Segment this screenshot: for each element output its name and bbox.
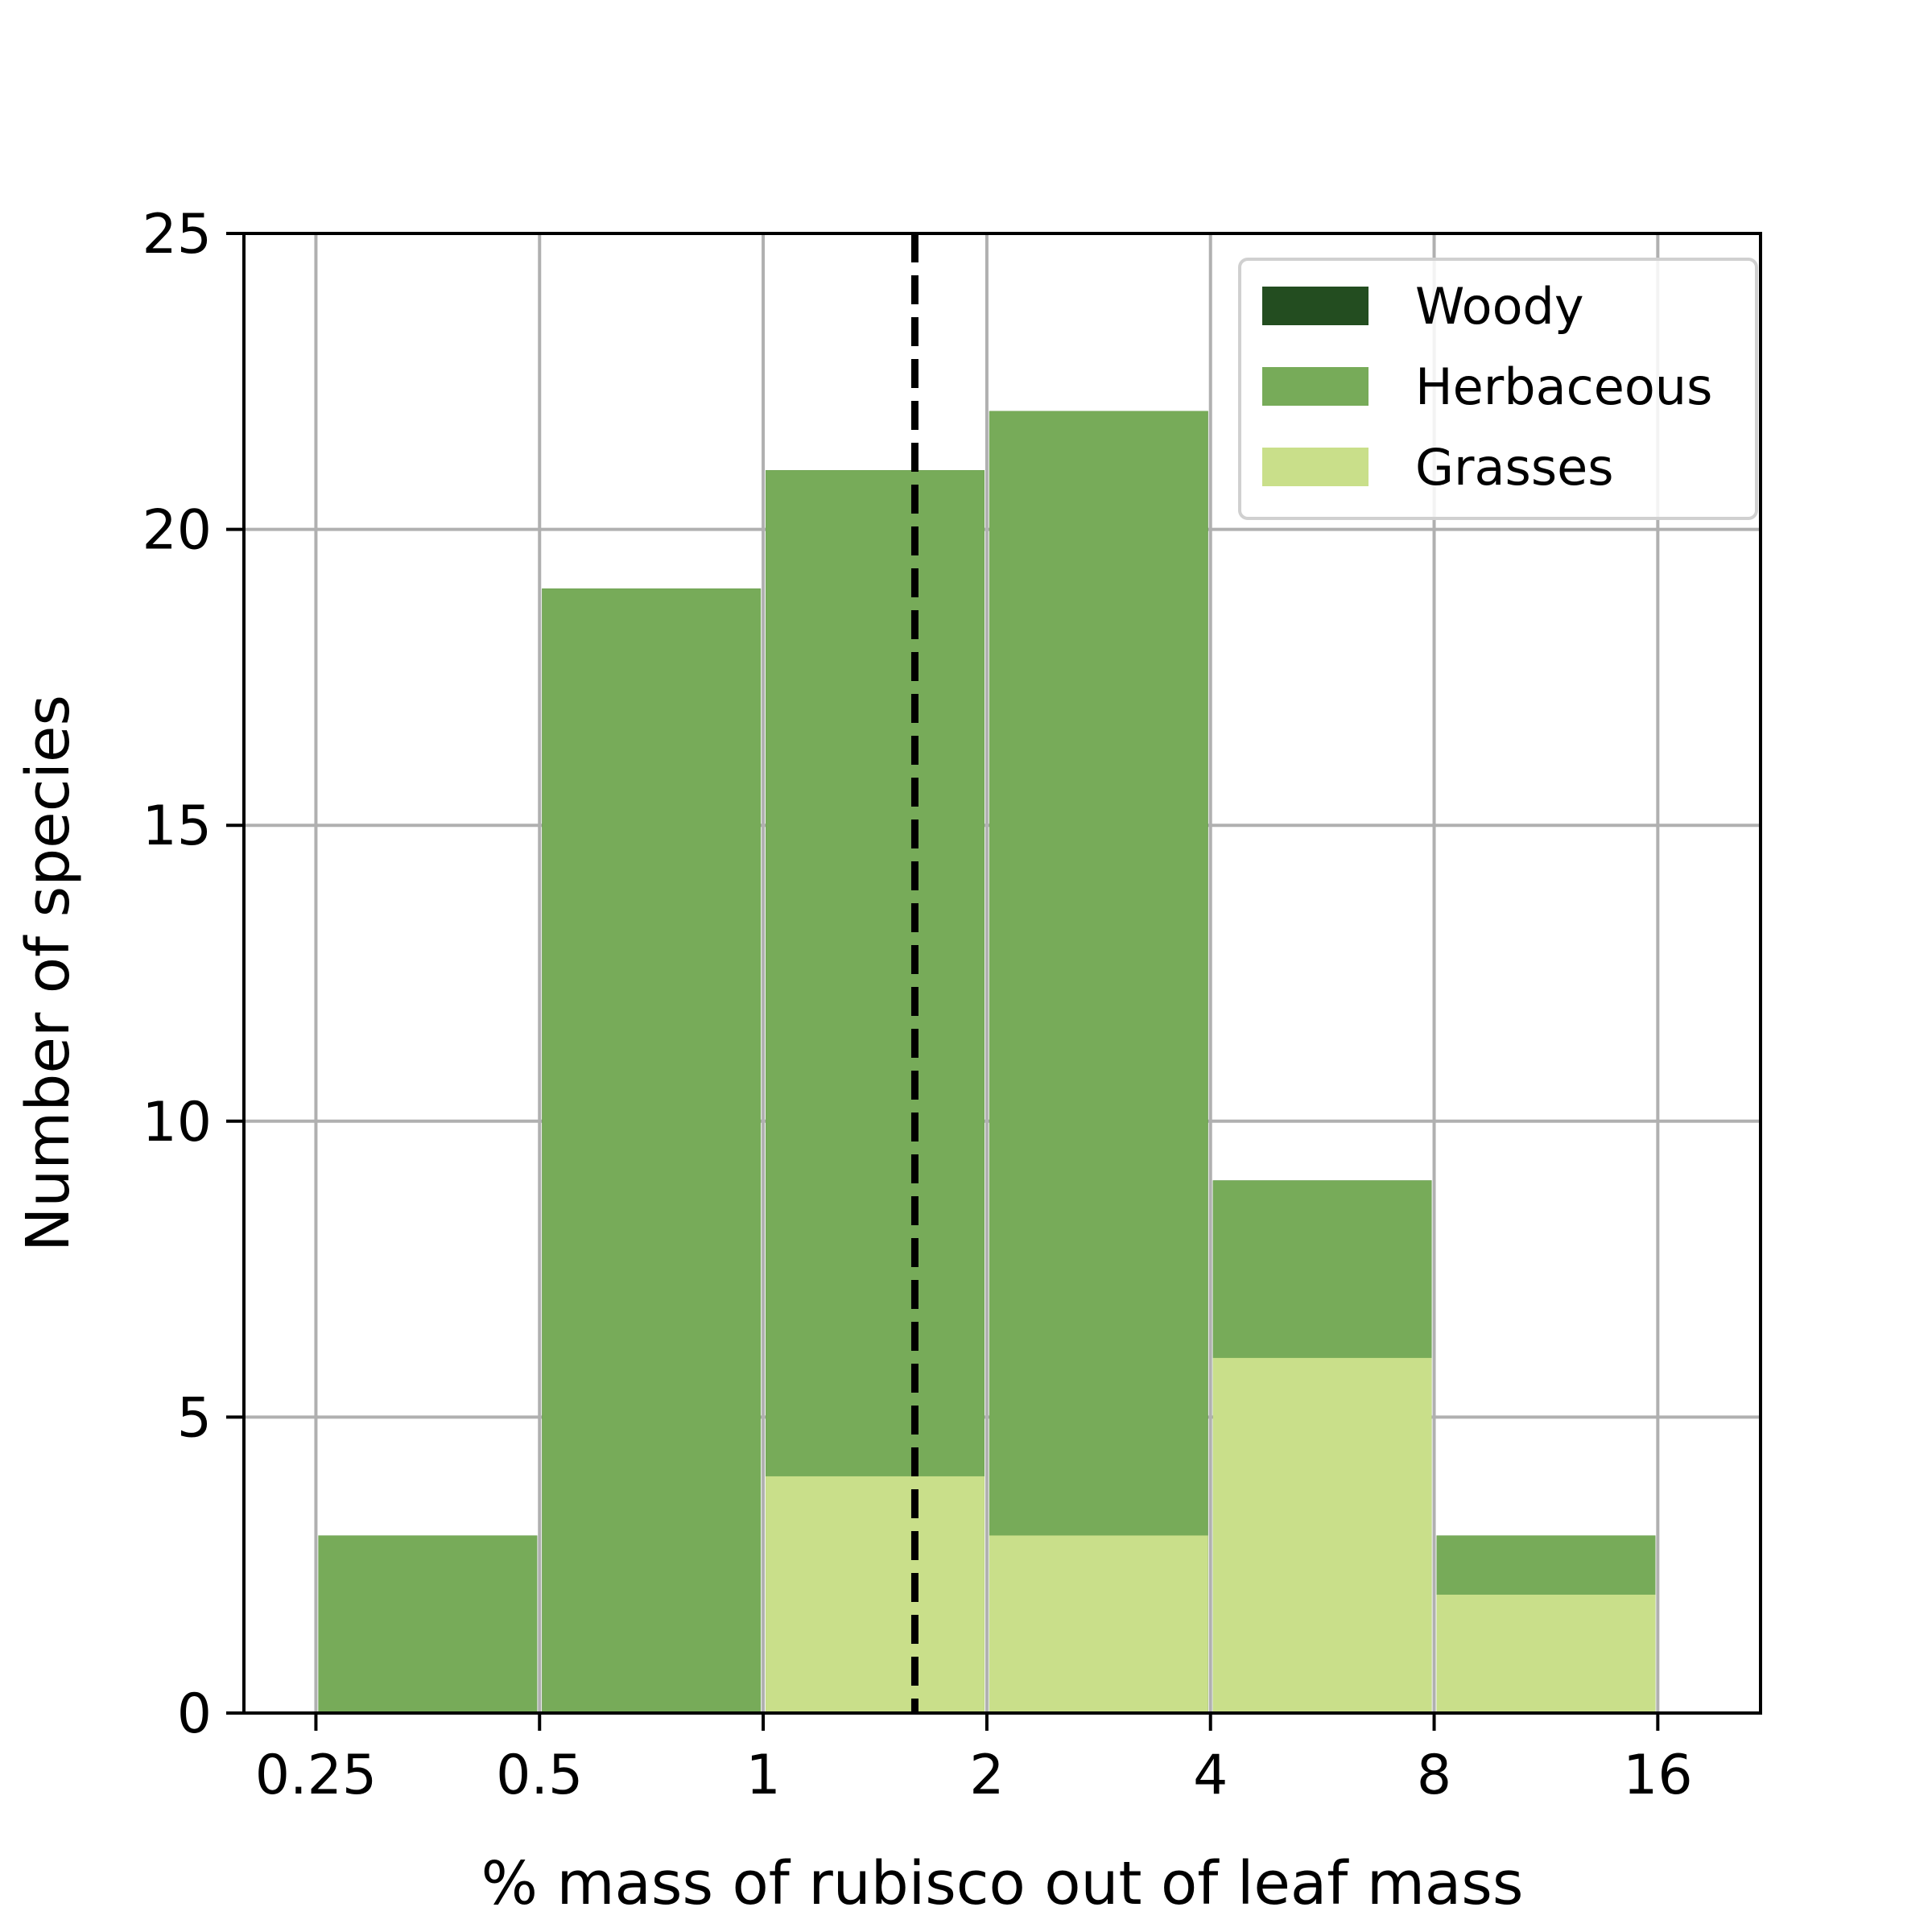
bar-grasses [1436, 1594, 1656, 1713]
x-tick-label: 0.25 [255, 1744, 377, 1807]
plot-frame [242, 232, 1762, 1715]
bar-grasses [989, 1535, 1208, 1713]
legend-label-herbaceous: Herbaceous [1415, 357, 1712, 416]
legend: Woody Herbaceous Grasses [1238, 258, 1758, 520]
x-axis-title: % mass of rubisco out of leaf mass [481, 1849, 1524, 1918]
axes [226, 232, 1762, 1731]
y-tick-label: 5 [177, 1386, 212, 1450]
legend-box [1238, 258, 1758, 520]
x-tick-label: 0.5 [496, 1744, 583, 1807]
x-tick-label: 1 [745, 1744, 780, 1807]
x-tick-label: 2 [969, 1744, 1004, 1807]
bar-grasses [766, 1476, 985, 1713]
legend-label-grasses: Grasses [1415, 438, 1614, 497]
x-tick-label: 16 [1623, 1744, 1693, 1807]
tick-labels: 0.25 0.5 1 2 4 8 16 0 5 10 15 20 25 [142, 203, 1692, 1807]
y-tick-label: 20 [142, 499, 212, 563]
legend-swatch-woody [1262, 287, 1368, 325]
bars [318, 411, 1656, 1713]
x-tick-label: 8 [1417, 1744, 1451, 1807]
legend-swatch-herbaceous [1262, 367, 1368, 406]
bar-grasses [1212, 1357, 1432, 1713]
y-tick-label: 15 [142, 795, 212, 858]
y-tick-label: 10 [142, 1091, 212, 1154]
bar-herbaceous [989, 411, 1208, 1713]
y-axis-title: Number of species [14, 695, 83, 1252]
bar-herbaceous [542, 588, 762, 1713]
bar-herbaceous [318, 1535, 538, 1713]
y-tick-label: 25 [142, 203, 212, 266]
x-tick-label: 4 [1193, 1744, 1228, 1807]
legend-label-woody: Woody [1415, 277, 1584, 336]
y-tick-label: 0 [177, 1682, 212, 1746]
legend-swatch-grasses [1262, 448, 1368, 486]
